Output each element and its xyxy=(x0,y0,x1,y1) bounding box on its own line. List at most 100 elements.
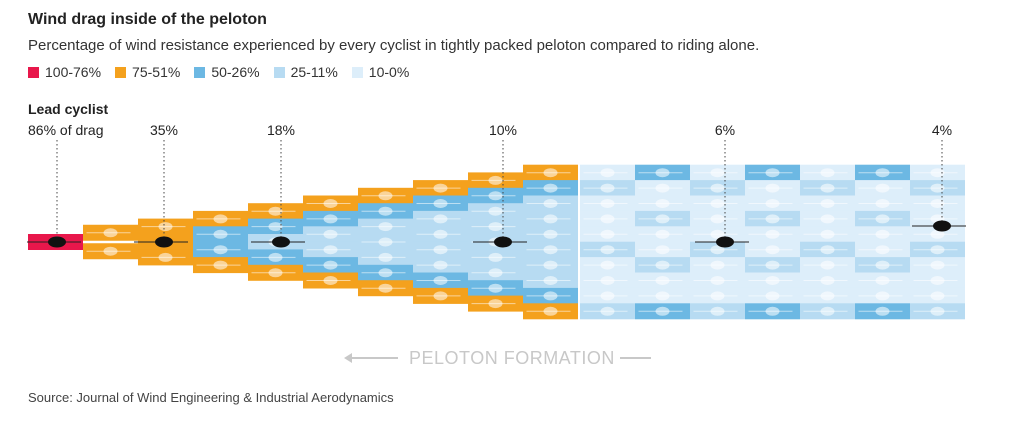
rider-mark xyxy=(766,291,780,300)
rider-mark xyxy=(711,307,725,316)
rider-mark xyxy=(821,307,835,316)
rider-mark xyxy=(656,199,670,208)
rider-mark xyxy=(159,253,173,262)
rider-mark xyxy=(104,247,118,256)
rider-mark xyxy=(544,184,558,193)
rider-mark xyxy=(489,222,503,231)
rider-mark xyxy=(931,276,945,285)
rider-mark xyxy=(489,253,503,262)
rider-mark xyxy=(821,214,835,223)
rider-mark xyxy=(159,222,173,231)
rider-mark xyxy=(379,207,393,216)
rider-mark xyxy=(931,261,945,270)
source-note: Source: Journal of Wind Engineering & In… xyxy=(28,390,394,405)
rider-mark xyxy=(766,261,780,270)
rider-mark xyxy=(544,276,558,285)
rider-mark xyxy=(876,276,890,285)
black-rider-mark xyxy=(716,237,734,248)
rider-mark xyxy=(544,291,558,300)
formation-label: PELOTON FORMATION xyxy=(409,348,615,369)
rider-mark xyxy=(434,199,448,208)
rider-mark xyxy=(434,276,448,285)
rider-mark xyxy=(656,184,670,193)
rider-mark xyxy=(656,168,670,177)
rider-mark xyxy=(766,307,780,316)
rider-mark xyxy=(489,268,503,277)
rider-mark xyxy=(821,168,835,177)
rider-mark xyxy=(711,184,725,193)
rider-mark xyxy=(214,214,228,223)
rider-mark xyxy=(544,261,558,270)
black-rider-mark xyxy=(494,237,512,248)
rider-mark xyxy=(656,245,670,254)
rider-mark xyxy=(544,199,558,208)
rider-mark xyxy=(821,291,835,300)
rider-mark xyxy=(324,261,338,270)
rider-mark xyxy=(379,268,393,277)
rider-mark xyxy=(269,207,283,216)
black-rider-mark xyxy=(933,221,951,232)
rider-mark xyxy=(876,245,890,254)
rider-mark xyxy=(876,199,890,208)
rider-mark xyxy=(434,261,448,270)
rider-mark xyxy=(711,291,725,300)
rider-mark xyxy=(379,238,393,247)
rider-mark xyxy=(489,284,503,293)
rider-mark xyxy=(656,230,670,239)
black-rider-mark xyxy=(48,237,66,248)
rider-mark xyxy=(821,261,835,270)
rider-mark xyxy=(601,307,615,316)
rider-mark xyxy=(711,168,725,177)
rider-mark xyxy=(821,245,835,254)
rider-mark xyxy=(489,299,503,308)
rider-mark xyxy=(434,214,448,223)
rider-mark xyxy=(766,276,780,285)
rider-mark xyxy=(876,291,890,300)
rider-mark xyxy=(601,168,615,177)
rider-mark xyxy=(601,291,615,300)
rider-mark xyxy=(601,199,615,208)
rider-mark xyxy=(324,276,338,285)
rider-mark xyxy=(656,307,670,316)
rider-mark xyxy=(656,214,670,223)
rider-mark xyxy=(434,291,448,300)
rider-mark xyxy=(876,214,890,223)
rider-mark xyxy=(601,261,615,270)
rider-mark xyxy=(544,230,558,239)
rider-mark xyxy=(379,253,393,262)
rider-mark xyxy=(434,230,448,239)
rider-mark xyxy=(269,253,283,262)
rider-mark xyxy=(656,276,670,285)
rider-mark xyxy=(766,184,780,193)
rider-mark xyxy=(766,199,780,208)
rider-mark xyxy=(269,222,283,231)
rider-mark xyxy=(876,261,890,270)
rider-mark xyxy=(214,245,228,254)
rider-mark xyxy=(601,276,615,285)
rider-mark xyxy=(766,230,780,239)
rider-mark xyxy=(269,268,283,277)
rider-mark xyxy=(324,199,338,208)
rider-mark xyxy=(489,191,503,200)
rider-mark xyxy=(379,191,393,200)
black-rider-mark xyxy=(155,237,173,248)
rider-mark xyxy=(544,168,558,177)
rider-mark xyxy=(601,245,615,254)
rider-mark xyxy=(214,230,228,239)
rider-mark xyxy=(711,276,725,285)
rider-mark xyxy=(544,307,558,316)
rider-mark xyxy=(821,276,835,285)
rider-mark xyxy=(711,261,725,270)
rider-mark xyxy=(601,184,615,193)
rider-mark xyxy=(324,230,338,239)
rider-mark xyxy=(434,245,448,254)
rider-mark xyxy=(711,214,725,223)
rider-mark xyxy=(324,245,338,254)
rider-mark xyxy=(544,214,558,223)
rider-mark xyxy=(379,284,393,293)
rider-mark xyxy=(821,230,835,239)
rider-mark xyxy=(931,291,945,300)
rider-mark xyxy=(324,214,338,223)
rider-mark xyxy=(489,207,503,216)
rider-mark xyxy=(766,168,780,177)
